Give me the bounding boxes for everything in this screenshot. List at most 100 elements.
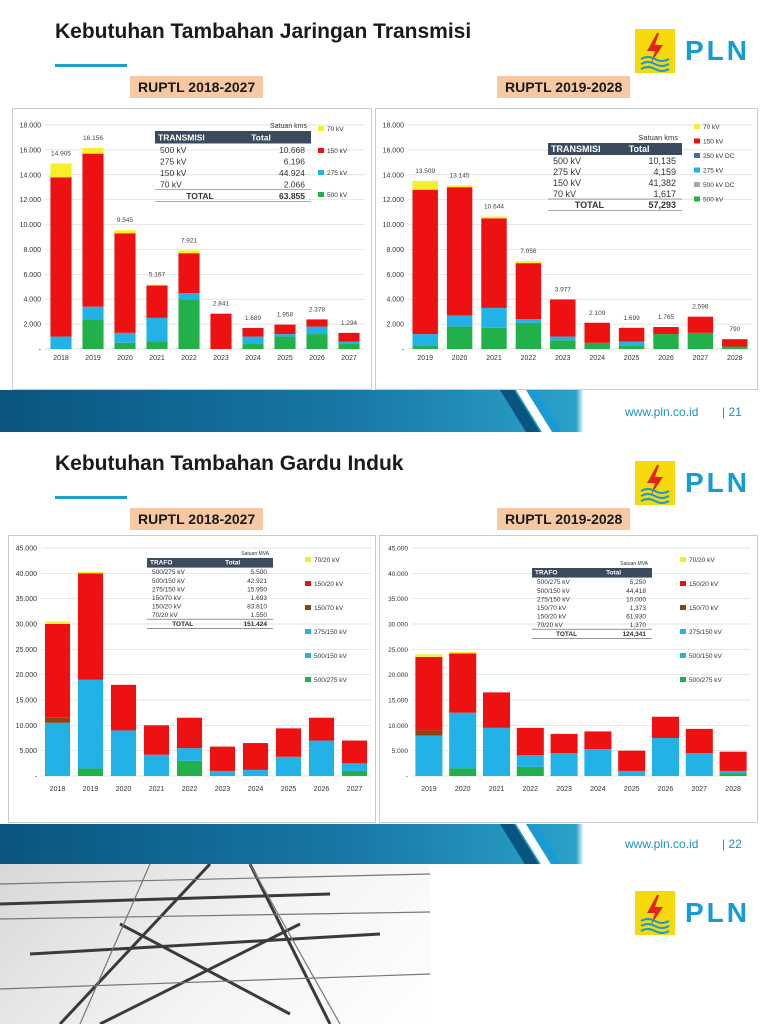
y-tick-label: 5.000 [19,748,37,755]
y-tick-label: 18.000 [383,123,405,130]
bar-segment-s500_150 [44,722,71,776]
legend-swatch [680,653,686,658]
table-cell: 500/150 kV [537,588,571,595]
transmission-tower-image [0,864,431,1024]
pln-logo-text: PLN [685,467,750,498]
table-cell: 500/150 kV [152,578,186,585]
bar-segment-s500_275 [449,768,477,776]
legend-swatch [694,124,700,129]
pln-logo-text: PLN [685,35,750,66]
table-cell: 2.066 [284,180,306,190]
legend-label: 150/70 kV [689,605,719,612]
data-label: 2.598 [692,304,709,311]
y-tick-label: 15.000 [16,698,38,705]
y-tick-label: 25.000 [388,647,408,654]
bar-segment-s150 [516,727,544,756]
bar-segment-s150 [618,750,646,771]
bar-segment-s275 [82,306,104,320]
table-cell: 1,617 [653,189,676,199]
bar-segment-s500 [653,334,679,349]
x-tick-label: 2023 [555,355,571,362]
y-tick-label: 40.000 [388,571,408,578]
bar-segment-s275 [306,326,328,335]
bar-segment-s70 [114,230,136,234]
page-number: | 22 [722,837,742,851]
pln-logo: PLN [635,460,750,506]
y-tick-label: 4.000 [386,297,404,304]
table-header: TRAFO [535,570,557,577]
bar-segment-s500 [338,344,360,349]
data-label: 1.958 [277,312,294,319]
table-cell: 6.196 [284,157,306,167]
bar-segment-s70 [50,163,72,178]
legend-swatch [318,148,324,153]
table-unit: Satuan kms [270,123,307,130]
y-tick-label: 5.000 [392,748,409,755]
x-tick-label: 2025 [281,786,297,793]
footer-url[interactable]: www.pln.co.id [625,837,699,851]
table-cell: 10,135 [648,156,676,166]
data-label: 2.109 [589,310,606,317]
legend-swatch [694,138,700,144]
table-cell: 70 kV [553,189,576,199]
table-cell: 70/20 kV [152,612,178,619]
y-tick-label: 2.000 [386,322,404,329]
y-tick-label: 16.000 [383,147,405,154]
x-tick-label: 2027 [692,786,708,793]
x-tick-label: 2026 [658,786,674,793]
bar-segment-s70 [82,147,104,154]
table-cell: 275/150 kV [152,586,186,593]
table-total-value: 124,341 [623,631,647,638]
y-tick-label: 18.000 [20,123,42,130]
bar-segment-s70 [446,185,473,188]
x-tick-label: 2022 [182,786,198,793]
y-tick-label: 14.000 [20,172,42,179]
legend-label: 500 kV [327,192,348,199]
y-tick-label: 8.000 [23,247,41,254]
bar-segment-s500_150 [415,735,443,776]
table-cell: 150/70 kV [537,605,567,612]
title-underline [55,496,127,499]
bar-segment-s150 [687,316,714,333]
table-cell: 42.921 [247,578,267,585]
bar-segment-s150 [146,285,168,318]
bar-segment-s150 [449,653,477,713]
y-tick-label: 40.000 [16,571,38,578]
slide-title: Kebutuhan Tambahan Gardu Induk [55,452,404,475]
table-unit: Satuan kms [638,133,678,142]
data-label: 2.841 [213,301,230,308]
slide-gardu-induk: Kebutuhan Tambahan Gardu Induk PLN RUPTL… [0,432,768,864]
data-label: 5.167 [149,272,166,279]
legend-label: 275/150 kV [689,629,723,636]
table-cell: 1.550 [251,612,268,619]
bar-segment-s500 [242,344,264,349]
bar-segment-s500_150 [685,753,713,776]
legend-swatch [680,605,686,610]
bar-segment-s500 [178,299,200,349]
table-cell: 150 kV [553,178,581,188]
data-label: 13.509 [415,168,435,175]
table-total-value: 63.855 [279,191,305,201]
table-cell: 1,370 [630,622,647,629]
bar-segment-s500 [274,336,296,349]
bar-segment-s500_150 [550,753,578,776]
table-total-label: TOTAL [575,200,605,210]
table-cell: 500 kV [553,156,581,166]
data-label: 790 [729,326,740,333]
bar-segment-s70 [77,571,104,574]
bar-segment-s275 [550,336,576,341]
table-cell: 10,000 [626,596,646,603]
data-label: 7.921 [181,237,198,244]
table-header: TRANSMISI [158,133,205,143]
bar-segment-s150 [306,319,328,327]
bar-segment-s150 [446,187,473,316]
footer-url[interactable]: www.pln.co.id [625,405,699,419]
y-tick-label: 30.000 [388,622,408,629]
legend-label: 150/20 kV [689,581,719,588]
table-cell: 500/275 kV [537,579,571,586]
bar-segment-s150 [415,656,443,731]
bar-segment-s150 [618,327,645,342]
bar-segment-s275 [481,307,507,328]
x-tick-label: 2024 [245,355,261,362]
tag-right: RUPTL 2019-2028 [497,508,631,530]
